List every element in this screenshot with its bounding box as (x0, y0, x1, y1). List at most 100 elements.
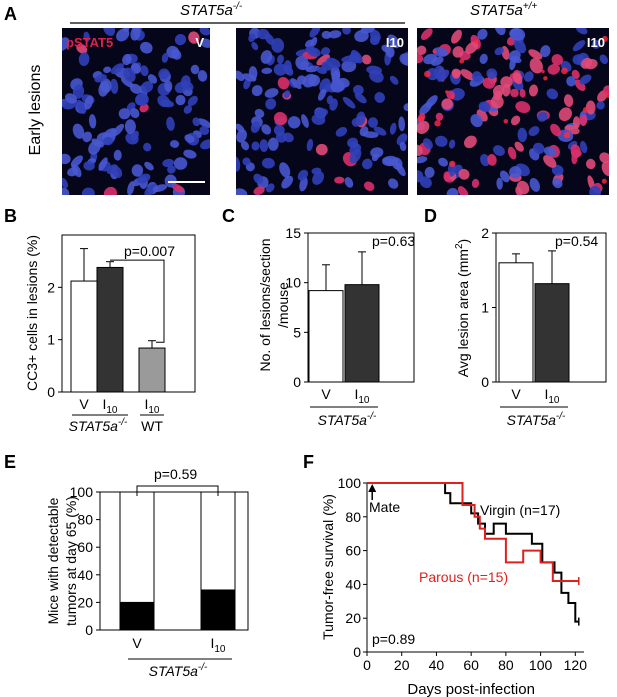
nucleus (251, 42, 259, 51)
pstat5-positive-nucleus (572, 116, 581, 129)
nucleus (417, 156, 428, 164)
chart-f-tumor-free-survival: 0 20 40 60 80 100 0 20 40 60 80 100 120 Days post-inf… (320, 475, 587, 697)
nucleus (337, 77, 350, 88)
pstat5-positive-nucleus (435, 112, 444, 121)
nucleus (197, 118, 210, 128)
nucleus (301, 114, 309, 128)
nucleus (183, 149, 197, 159)
nucleus (342, 28, 351, 35)
panel-letter-d: D (424, 206, 437, 226)
nucleus (566, 76, 576, 87)
nucleus (236, 70, 245, 82)
nucleus (552, 177, 563, 189)
nucleus (349, 149, 362, 164)
x-tick-label: 80 (498, 657, 514, 673)
nucleus (112, 123, 124, 137)
group-label-ko: STAT5a-/- (507, 411, 566, 428)
nucleus (359, 126, 369, 137)
pstat5-positive-nucleus (76, 43, 88, 54)
nucleus (399, 141, 407, 152)
nucleus (425, 95, 438, 108)
pstat5-positive-nucleus (420, 28, 433, 40)
nucleus (254, 108, 265, 118)
y-tick-label: 0 (47, 384, 55, 400)
pstat5-positive-nucleus (458, 168, 470, 180)
nucleus (94, 74, 107, 83)
pstat5-positive-nucleus (451, 68, 462, 77)
pstat5-positive-nucleus (334, 176, 345, 184)
nucleus (83, 31, 90, 42)
nucleus (158, 68, 170, 80)
nucleus (546, 88, 559, 100)
nucleus (129, 108, 140, 119)
nucleus (197, 70, 208, 82)
nucleus (253, 173, 264, 184)
pstat5-positive-nucleus (579, 114, 588, 126)
panel-letter-c: C (222, 206, 235, 226)
nucleus (281, 175, 294, 189)
nucleus (164, 80, 173, 92)
pstat5-positive-nucleus (452, 46, 464, 58)
pstat5-positive-nucleus (490, 95, 504, 109)
nucleus (192, 117, 201, 127)
nucleus (72, 84, 85, 99)
bar-segment (200, 589, 236, 631)
nucleus (261, 124, 272, 135)
nucleus (437, 69, 450, 82)
pstat5-signal (541, 69, 545, 74)
y-axis-label: No. of lesions/section/mouse (257, 238, 291, 371)
nucleus (283, 132, 294, 143)
pstat5-positive-nucleus (487, 154, 497, 166)
nucleus (305, 65, 320, 73)
nucleus (124, 119, 136, 134)
y-tick-label: 1 (47, 332, 55, 348)
nucleus (446, 188, 459, 195)
y-tick-label: 0 (353, 644, 361, 660)
pstat5-positive-nucleus (103, 186, 117, 195)
pstat5-signal (503, 119, 509, 124)
nucleus (190, 64, 200, 75)
nucleus (399, 53, 408, 66)
nucleus (183, 105, 193, 114)
nucleus (523, 71, 534, 82)
y-tick-label: 60 (345, 543, 361, 559)
y-tick-label: 100 (338, 475, 362, 491)
significance-bracket (136, 485, 219, 496)
nucleus (127, 181, 135, 195)
y-tick-label: 80 (345, 509, 361, 525)
x-category-label: V (511, 386, 521, 402)
nucleus (135, 92, 149, 106)
pstat5-signal (474, 39, 479, 44)
x-tick-label: 0 (363, 657, 371, 673)
pstat5-positive-nucleus (570, 144, 581, 159)
pstat5-positive-nucleus (551, 54, 564, 66)
bar (344, 284, 380, 383)
pstat5-positive-nucleus (515, 101, 531, 114)
nucleus (528, 126, 540, 137)
genotype-wt-label: STAT5a+/+ (470, 1, 537, 19)
nucleus (243, 78, 251, 90)
image-tag-i10-wt: I10 (587, 35, 605, 50)
p-value-label: p=0.63 (372, 233, 415, 249)
nucleus (283, 90, 291, 99)
pstat5-positive-nucleus (188, 31, 200, 44)
pstat5-positive-nucleus (460, 69, 475, 81)
pstat5-positive-nucleus (563, 94, 574, 107)
pstat5-positive-nucleus (273, 111, 288, 126)
nucleus (480, 154, 490, 167)
nucleus (355, 111, 366, 126)
pstat5-positive-nucleus (580, 57, 593, 69)
nucleus (510, 55, 522, 64)
bar-segment (119, 491, 155, 603)
nucleus (579, 74, 592, 85)
y-tick-label: 20 (77, 594, 93, 610)
nucleus (540, 45, 551, 58)
nucleus (369, 35, 380, 46)
nucleus (398, 116, 406, 132)
nucleus (184, 134, 195, 143)
pstat5-positive-nucleus (277, 76, 290, 90)
series-line-virgin (367, 482, 579, 623)
nucleus (175, 94, 186, 106)
nucleus (180, 75, 191, 88)
pstat5-positive-nucleus (253, 186, 265, 195)
